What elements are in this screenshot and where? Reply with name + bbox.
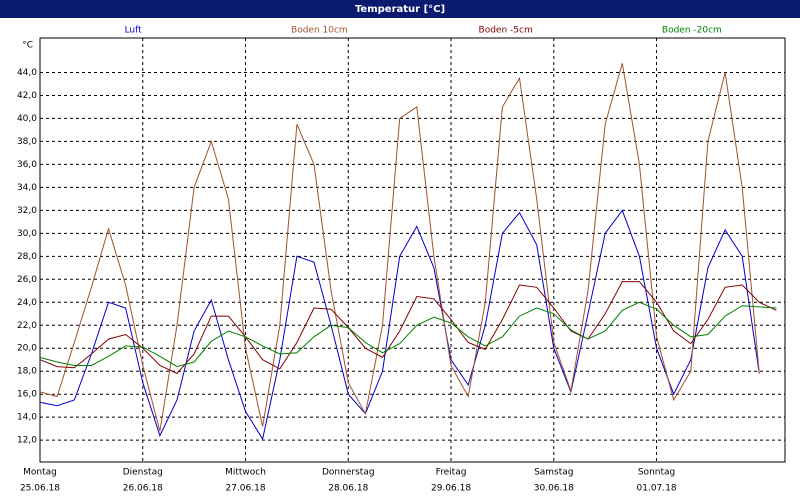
y-tick-label: 38,0 bbox=[17, 137, 37, 147]
y-tick-label: 26,0 bbox=[17, 275, 37, 285]
x-tick-date: 28.06.18 bbox=[328, 484, 368, 494]
x-tick-date: 27.06.18 bbox=[225, 484, 265, 494]
y-unit: °C bbox=[22, 41, 33, 51]
y-tick-label: 28,0 bbox=[17, 252, 37, 262]
y-tick-label: 36,0 bbox=[17, 160, 37, 170]
legend-label: Luft bbox=[125, 26, 143, 36]
y-tick-label: 40,0 bbox=[17, 114, 37, 124]
series-line bbox=[39, 281, 777, 375]
x-tick-label: Samstag bbox=[534, 468, 573, 478]
x-tick-date: 25.06.18 bbox=[20, 484, 60, 494]
y-tick-label: 22,0 bbox=[17, 321, 37, 331]
x-tick-date: 01.07.18 bbox=[637, 484, 677, 494]
y-tick-label: 30,0 bbox=[17, 229, 37, 239]
legend-label: Boden -5cm bbox=[479, 26, 533, 36]
y-tick-label: 24,0 bbox=[17, 298, 37, 308]
y-tick-label: 14,0 bbox=[17, 413, 37, 423]
plot-frame bbox=[39, 37, 786, 463]
series-line bbox=[39, 301, 777, 368]
legend-label: Boden -20cm bbox=[662, 26, 722, 36]
x-tick-label: Donnerstag bbox=[322, 468, 375, 478]
legend-label: Boden 10cm bbox=[291, 26, 348, 36]
x-tick-label: Mittwoch bbox=[225, 468, 266, 478]
y-tick-label: 44,0 bbox=[17, 68, 37, 78]
x-tick-label: Dienstag bbox=[123, 468, 163, 478]
y-tick-label: 42,0 bbox=[17, 91, 37, 101]
chart-title: Temperatur [°C] bbox=[355, 4, 445, 15]
x-tick-label: Sonntag bbox=[638, 468, 675, 478]
y-tick-label: 32,0 bbox=[17, 206, 37, 216]
y-tick-label: 20,0 bbox=[17, 344, 37, 354]
x-tick-date: 29.06.18 bbox=[431, 484, 471, 494]
x-tick-label: Montag bbox=[23, 468, 57, 478]
x-tick-date: 26.06.18 bbox=[123, 484, 163, 494]
x-tick-label: Freitag bbox=[436, 468, 467, 478]
y-tick-label: 34,0 bbox=[17, 183, 37, 193]
title-bar bbox=[0, 0, 800, 18]
series-line bbox=[39, 209, 760, 441]
y-tick-label: 18,0 bbox=[17, 367, 37, 377]
series-line bbox=[39, 63, 760, 432]
y-tick-label: 12,0 bbox=[17, 436, 37, 446]
y-tick-label: 16,0 bbox=[17, 390, 37, 400]
x-tick-date: 30.06.18 bbox=[534, 484, 574, 494]
